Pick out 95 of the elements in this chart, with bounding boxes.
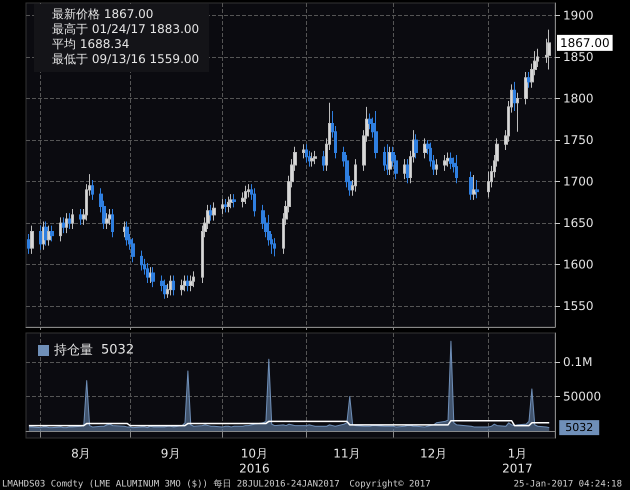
candlestick	[472, 174, 476, 200]
candlestick	[30, 225, 34, 254]
candlestick	[50, 225, 54, 242]
candlestick	[183, 274, 187, 292]
candlestick	[527, 71, 531, 88]
y-tick-label: 1650	[563, 216, 594, 230]
candlestick	[302, 144, 305, 159]
candlestick	[146, 262, 149, 284]
candlestick	[149, 266, 152, 284]
annotation: 最新价格 1867.00	[52, 7, 154, 21]
candlestick	[423, 138, 427, 159]
candlestick	[172, 274, 175, 296]
candlestick	[59, 216, 62, 242]
candlestick	[547, 29, 551, 70]
candlestick	[151, 266, 155, 288]
candlestick	[443, 154, 447, 172]
candlestick	[105, 212, 109, 230]
candlestick	[27, 233, 31, 254]
candlestick	[273, 238, 276, 257]
text: LMAHDS03 Comdty (LME ALUMINUM 3MO ($)) 每日 28JUL2016-24JAN2017	[2, 478, 340, 490]
candlestick	[516, 92, 519, 132]
y-tick-label: 1550	[563, 299, 594, 314]
candlestick	[44, 220, 48, 246]
candlestick	[192, 270, 195, 288]
candlestick	[305, 144, 308, 164]
candlestick	[189, 274, 193, 292]
x-tick-label: 9月	[160, 446, 180, 460]
x-tick-label: 12月	[420, 446, 448, 460]
candlestick	[354, 158, 357, 192]
y-tick-label: 1900	[563, 8, 594, 22]
candlestick	[449, 152, 453, 170]
candlestick	[209, 204, 213, 222]
text: 25-Jan-2017 04:24:18	[514, 480, 622, 490]
candlestick	[212, 202, 216, 222]
x-tick-label: 11月	[333, 446, 361, 460]
candlestick	[163, 279, 167, 300]
annotation: 平均 1688.34	[52, 37, 130, 51]
candlestick	[91, 179, 94, 200]
candlestick	[221, 198, 224, 215]
candlestick	[244, 185, 247, 205]
candlestick	[406, 158, 409, 184]
candlestick	[403, 158, 406, 180]
candlestick	[131, 238, 135, 263]
candlestick	[388, 146, 392, 176]
y-tick-label: 1800	[563, 92, 594, 106]
candlestick	[435, 158, 438, 176]
y-tick-label: 50000	[563, 390, 602, 404]
candlestick	[253, 188, 256, 218]
candlestick	[313, 150, 317, 165]
candlestick	[62, 216, 65, 234]
candlestick	[71, 208, 74, 230]
candlestick	[68, 212, 71, 230]
candlestick	[229, 194, 233, 209]
candlestick	[322, 150, 325, 172]
y-tick-label: 0.1M	[563, 355, 592, 370]
x-tick-label: 8月	[71, 446, 91, 460]
candlestick	[125, 220, 129, 246]
y-tick-label: 1700	[563, 174, 594, 189]
candlestick	[108, 208, 112, 226]
data-label: 5032	[565, 421, 594, 434]
candlestick	[310, 152, 314, 168]
x-tick-label: 1月 2017	[502, 446, 533, 476]
candlestick	[383, 146, 386, 172]
candlestick	[374, 110, 378, 159]
candlestick	[79, 208, 83, 226]
annotation: 最低于 09/13/16 1559.00	[52, 52, 200, 66]
candlestick	[39, 225, 42, 250]
candlestick	[47, 225, 51, 246]
candlestick	[475, 179, 479, 199]
candlestick	[224, 198, 227, 213]
candlestick	[186, 274, 190, 292]
candlestick	[123, 220, 126, 238]
candlestick	[446, 152, 450, 168]
candlestick	[386, 144, 389, 176]
text: 1867.00	[560, 36, 610, 50]
candlestick	[524, 71, 528, 105]
y-tick-label: 1850	[563, 50, 594, 64]
candlestick	[455, 154, 458, 184]
candlestick	[180, 279, 184, 296]
candlestick	[513, 81, 516, 112]
candlestick	[469, 171, 473, 200]
candlestick	[169, 274, 172, 296]
candlestick	[111, 208, 114, 238]
y-tick-label: 1750	[563, 133, 594, 148]
y-tick-label: 1600	[563, 258, 594, 272]
text: Copyright© 2017	[349, 480, 431, 490]
candlestick	[232, 194, 236, 208]
candlestick	[140, 250, 143, 272]
x-tick-label: 10月 2016	[239, 446, 270, 476]
annotation: 最高于 01/24/17 1883.00	[52, 22, 200, 36]
candlestick	[65, 212, 68, 234]
text: 5032	[101, 342, 134, 358]
candlestick	[227, 196, 230, 213]
legend-label: 持仓量	[54, 343, 93, 358]
candlestick	[414, 134, 418, 159]
